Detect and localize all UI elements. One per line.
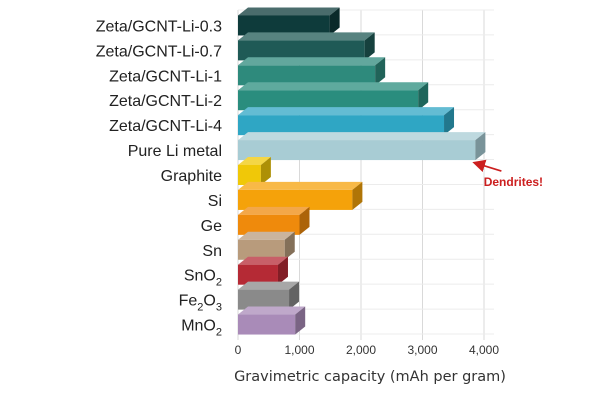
category-label: Zeta/GCNT-Li-0.7: [96, 44, 222, 61]
bar: [238, 7, 340, 36]
x-tick-label: 0: [235, 343, 242, 357]
bar: [238, 82, 429, 111]
x-tick-label: 3,000: [407, 343, 437, 357]
category-label: SnO2: [184, 268, 222, 289]
category-label: Zeta/GCNT-Li-0.3: [96, 19, 222, 36]
category-label: Zeta/GCNT-Li-2: [109, 93, 222, 110]
bar: [238, 32, 375, 61]
bar: [238, 107, 455, 136]
x-tick-label: 2,000: [346, 343, 376, 357]
category-label: Graphite: [161, 168, 222, 185]
category-label: Fe2O3: [179, 293, 222, 314]
bar: [238, 181, 363, 210]
bar: [238, 306, 306, 335]
bars-group: [238, 7, 486, 335]
category-label: Zeta/GCNT-Li-4: [109, 118, 222, 135]
bar: [238, 256, 288, 285]
x-axis-title: Gravimetric capacity (mAh per gram): [234, 369, 506, 385]
annotation-label: Dendrites!: [484, 175, 543, 189]
bar: [238, 57, 386, 86]
category-label: Sn: [202, 243, 222, 260]
category-labels: Zeta/GCNT-Li-0.3 Zeta/GCNT-Li-0.7 Zeta/GCN…: [96, 19, 222, 339]
category-label: MnO2: [181, 318, 222, 339]
x-tick-label: 4,000: [469, 343, 499, 357]
annotation-group: Dendrites!: [472, 159, 543, 189]
category-label: Ge: [201, 218, 222, 235]
bar: [238, 231, 295, 260]
bar: [238, 132, 486, 161]
x-tick-label: 1,000: [284, 343, 314, 357]
annotation-arrow: [472, 159, 502, 173]
bar: [238, 206, 310, 235]
x-tick-labels: 0 1,000 2,000 3,000 4,000: [235, 343, 500, 357]
category-label: Si: [208, 193, 222, 210]
category-label: Zeta/GCNT-Li-1: [109, 69, 222, 86]
bar: [238, 157, 271, 185]
bar: [238, 281, 300, 310]
category-label: Pure Li metal: [128, 143, 222, 160]
